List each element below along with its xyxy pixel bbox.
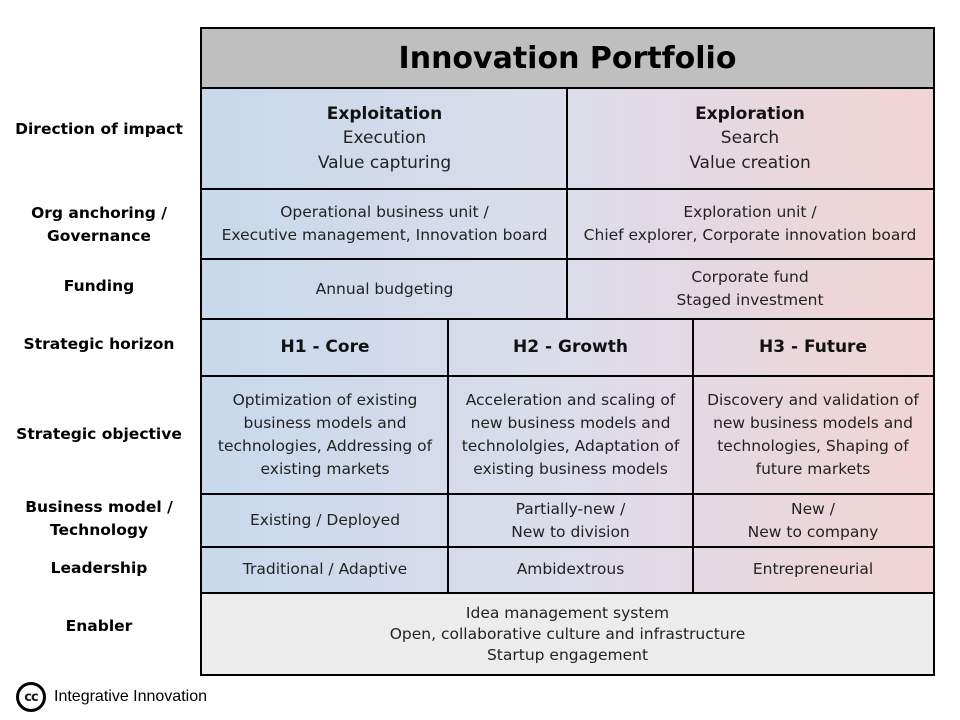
- divider: [202, 375, 933, 377]
- horizon-h3: H3 - Future: [759, 337, 867, 357]
- exploration-heading: Exploration: [695, 103, 805, 124]
- row-label-direction: Direction of impact: [15, 119, 183, 138]
- business-h3: New / New to company: [747, 499, 879, 541]
- objective-h2: Acceleration and scaling of new business…: [461, 391, 680, 478]
- row-label-leadership: Leadership: [50, 558, 148, 577]
- divider: [447, 319, 449, 592]
- exploitation-heading: Exploitation: [326, 103, 443, 124]
- leadership-h2: Ambidextrous: [516, 560, 625, 578]
- row-label-horizon: Strategic horizon: [23, 334, 175, 353]
- footer: cc Integrative Innovation: [16, 680, 207, 714]
- business-h2: Partially-new / New to division: [511, 499, 630, 541]
- divider: [202, 546, 933, 548]
- exploitation-text: Execution Value capturing: [317, 127, 452, 173]
- exploration-cell: Exploration Search Value creation: [567, 89, 933, 189]
- footer-text: Integrative Innovation: [54, 688, 207, 705]
- divider: [202, 318, 933, 320]
- row-label-org: Org anchoring / Governance: [31, 204, 167, 245]
- portfolio-grid: Innovation Portfolio Exploitation Execut…: [200, 27, 935, 676]
- divider: [202, 493, 933, 495]
- business-h1: Existing / Deployed: [249, 511, 401, 529]
- row-label-business: Business model / Technology: [25, 498, 173, 539]
- page-title: Innovation Portfolio: [202, 29, 933, 89]
- row-label-enabler: Enabler: [65, 616, 133, 635]
- creative-commons-icon: cc: [16, 682, 46, 712]
- divider: [692, 319, 694, 592]
- org-exploitation: Operational business unit / Executive ma…: [221, 203, 548, 244]
- row-label-objective: Strategic objective: [16, 424, 182, 443]
- horizon-h1: H1 - Core: [280, 337, 370, 357]
- exploration-text: Search Value creation: [689, 127, 811, 173]
- funding-exploitation: Annual budgeting: [315, 279, 454, 298]
- row-label-funding: Funding: [63, 276, 135, 295]
- divider: [566, 89, 568, 319]
- objective-h3: Discovery and validation of new business…: [707, 391, 919, 478]
- enabler-cell: Idea management system Open, collaborati…: [202, 592, 933, 674]
- org-exploration: Exploration unit / Chief explorer, Corpo…: [583, 203, 917, 244]
- leadership-h3: Entrepreneurial: [752, 560, 874, 578]
- objective-h1: Optimization of existing business models…: [217, 391, 433, 478]
- leadership-h1: Traditional / Adaptive: [242, 560, 408, 578]
- horizon-h2: H2 - Growth: [513, 337, 628, 357]
- exploitation-cell: Exploitation Execution Value capturing: [202, 89, 567, 189]
- funding-exploration: Corporate fund Staged investment: [676, 268, 824, 309]
